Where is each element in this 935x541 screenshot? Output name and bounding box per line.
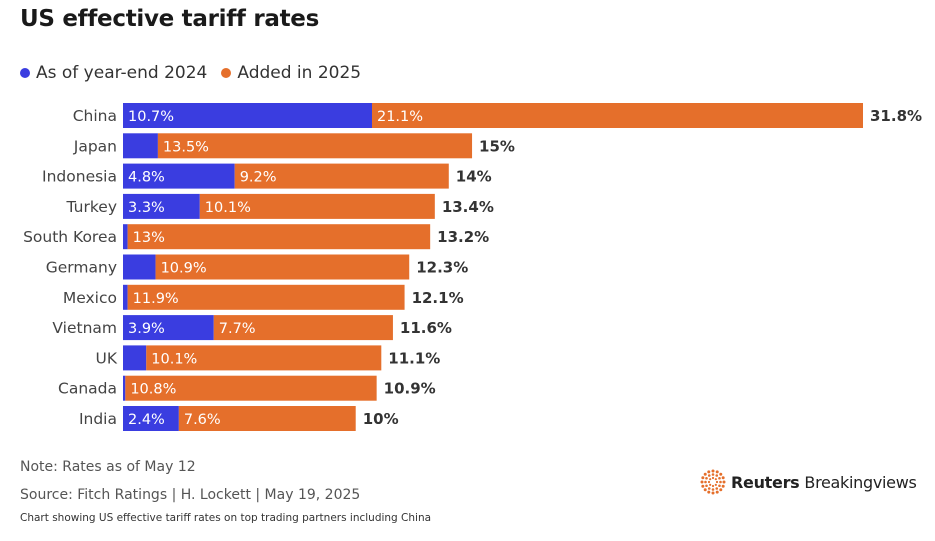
category-label-canada: Canada: [58, 380, 117, 398]
bar-uk-series0: [123, 345, 147, 371]
bar-mexico-series1: [127, 284, 405, 310]
total-label-indonesia: 14%: [456, 168, 492, 186]
bar-chart: China 10.7% 21.1% 31.8% Japan 13.5% 15% Indones…: [23, 103, 922, 431]
bar-label-india-series0: 2.4%: [128, 412, 165, 428]
total-label-mexico: 12.1%: [412, 289, 464, 307]
bar-label-india-series1: 7.6%: [184, 412, 221, 428]
bar-mexico-series0: [123, 284, 128, 310]
chart-title: US effective tariff rates: [20, 6, 319, 32]
bar-label-uk-series1: 10.1%: [151, 351, 197, 367]
bar-label-canada-series1: 10.8%: [130, 382, 176, 398]
bar-indonesia-series1: [234, 163, 449, 189]
category-label-mexico: Mexico: [63, 289, 117, 307]
bar-japan-series1: [157, 133, 473, 159]
bar-india-series1: [178, 406, 356, 431]
chart-description: Chart showing US effective tariff rates …: [20, 512, 432, 524]
bar-japan-series0: [123, 133, 158, 159]
legend-label-2024: As of year-end 2024: [36, 63, 208, 83]
bar-label-turkey-series1: 10.1%: [205, 200, 251, 216]
bar-label-south-korea-series1: 13%: [133, 230, 165, 246]
bar-vietnam-series0: [123, 315, 214, 341]
category-label-south-korea: South Korea: [23, 228, 117, 246]
source-text: Source: Fitch Ratings | H. Lockett | May…: [20, 487, 361, 503]
bar-uk-series1: [146, 345, 382, 371]
category-label-uk: UK: [95, 349, 117, 367]
bar-india-series0: [123, 406, 179, 431]
bar-label-germany-series1: 10.9%: [161, 261, 207, 277]
bar-label-vietnam-series1: 7.7%: [219, 321, 256, 337]
bar-label-turkey-series0: 3.3%: [128, 200, 165, 216]
category-label-germany: Germany: [46, 259, 117, 277]
bar-canada-series0: [123, 375, 126, 401]
legend-item-2024: As of year-end 2024: [20, 63, 207, 83]
category-label-turkey: Turkey: [66, 198, 117, 216]
legend-item-2025: Added in 2025: [221, 63, 361, 83]
bar-germany-series1: [155, 254, 410, 280]
category-label-japan: Japan: [73, 137, 117, 155]
bar-label-indonesia-series1: 9.2%: [240, 170, 277, 186]
bar-indonesia-series0: [123, 163, 235, 189]
bar-label-china-series0: 10.7%: [128, 109, 174, 125]
bar-label-indonesia-series0: 4.8%: [128, 170, 165, 186]
total-label-india: 10%: [363, 410, 399, 428]
bar-south-korea-series0: [123, 224, 128, 250]
total-label-germany: 12.3%: [416, 259, 468, 277]
bar-turkey-series1: [199, 193, 435, 219]
bar-label-china-series1: 21.1%: [377, 109, 423, 125]
reuters-logo-icon: [700, 469, 726, 495]
bar-canada-series1: [125, 375, 377, 401]
note-text: Note: Rates as of May 12: [20, 459, 196, 475]
bar-south-korea-series1: [127, 224, 431, 250]
bar-germany-series0: [123, 254, 156, 280]
total-label-china: 31.8%: [870, 107, 922, 125]
category-label-indonesia: Indonesia: [42, 168, 117, 186]
category-label-vietnam: Vietnam: [52, 319, 117, 337]
total-label-japan: 15%: [479, 137, 515, 155]
bar-label-japan-series1: 13.5%: [163, 139, 209, 155]
bar-label-vietnam-series0: 3.9%: [128, 321, 165, 337]
category-label-india: India: [79, 410, 117, 428]
legend: As of year-end 2024 Added in 2025: [20, 62, 361, 84]
bar-china-series1: [371, 103, 863, 128]
bar-label-mexico-series1: 11.9%: [133, 291, 179, 307]
category-label-china: China: [73, 107, 117, 125]
brand-logo: Reuters Breakingviews: [700, 467, 917, 497]
legend-swatch-2025: [221, 68, 232, 78]
total-label-south-korea: 13.2%: [437, 228, 489, 246]
brand-subtitle: Breakingviews: [804, 472, 917, 492]
bar-vietnam-series1: [213, 315, 393, 341]
total-label-turkey: 13.4%: [442, 198, 494, 216]
bar-china-series0: [123, 103, 372, 128]
brand-name: Reuters: [731, 472, 800, 492]
total-label-vietnam: 11.6%: [400, 319, 452, 337]
bar-turkey-series0: [123, 193, 200, 219]
legend-label-2025: Added in 2025: [237, 63, 362, 83]
total-label-canada: 10.9%: [384, 380, 436, 398]
total-label-uk: 11.1%: [388, 349, 440, 367]
legend-swatch-2024: [20, 68, 30, 78]
